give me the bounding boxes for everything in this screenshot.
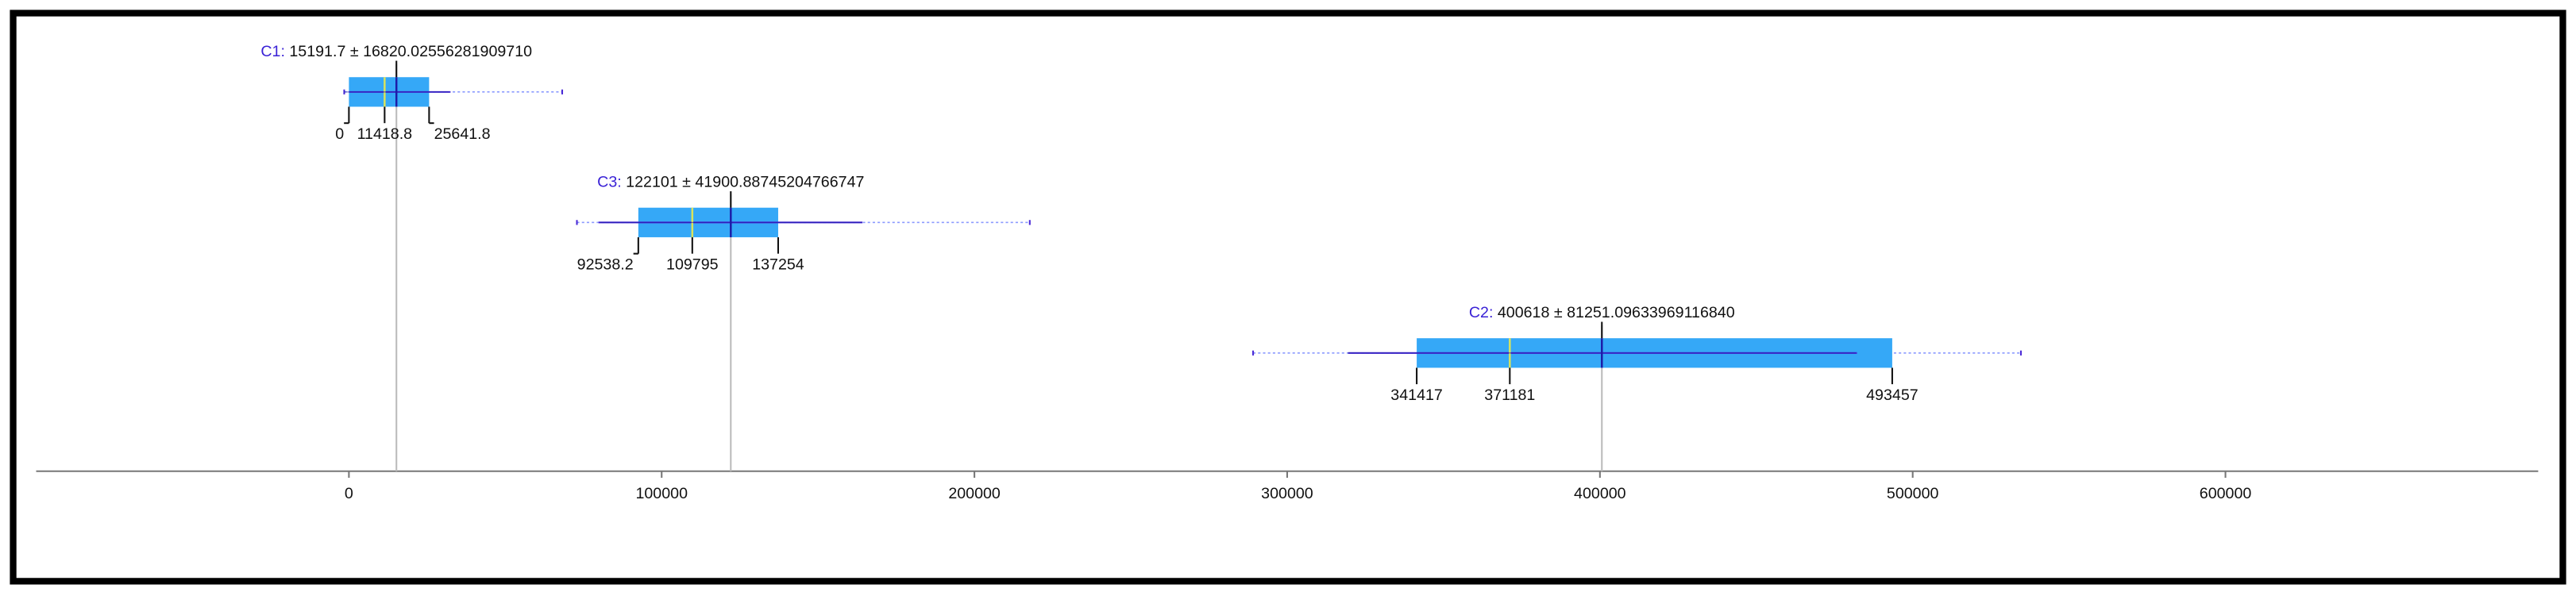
quartile-label: 0 — [335, 125, 344, 143]
std-label: 81251.09633969116840 — [1567, 304, 1735, 321]
quartile-label: 25641.8 — [434, 125, 491, 143]
colon: : — [617, 174, 626, 191]
mean-label: 122101 — [626, 174, 678, 191]
series-name: C3 — [597, 174, 617, 191]
quartile-label: 109795 — [666, 256, 719, 273]
pm: ± — [345, 43, 363, 60]
pm: ± — [1549, 304, 1567, 321]
frame — [10, 10, 2566, 585]
quartile-label: 371181 — [1484, 386, 1535, 404]
box-label: C3: 122101 ± 41900.88745204766747 — [597, 174, 864, 191]
x-tick-label: 100000 — [635, 485, 688, 502]
series-name: C1 — [260, 43, 280, 60]
box-label: C2: 400618 ± 81251.09633969116840 — [1469, 304, 1735, 321]
x-tick-label: 0 — [345, 485, 353, 502]
x-tick-label: 600000 — [2200, 485, 2252, 502]
mean-label: 400618 — [1498, 304, 1550, 321]
mean-label: 15191.7 — [289, 43, 345, 60]
x-tick-label: 500000 — [1887, 485, 1939, 502]
quartile-label: 137254 — [752, 256, 804, 273]
colon: : — [1489, 304, 1498, 321]
quartile-label: 493457 — [1866, 386, 1919, 404]
quartile-label: 92538.2 — [577, 256, 634, 273]
x-tick-label: 400000 — [1574, 485, 1626, 502]
quartile-label: 341417 — [1390, 386, 1443, 404]
colon: : — [280, 43, 289, 60]
x-tick-label: 300000 — [1261, 485, 1313, 502]
box-label: C1: 15191.7 ± 16820.02556281909710 — [260, 43, 532, 60]
std-label: 16820.02556281909710 — [363, 43, 532, 60]
quartile-label: 11418.8 — [357, 125, 413, 143]
std-label: 41900.88745204766747 — [695, 174, 864, 191]
pm: ± — [678, 174, 696, 191]
x-tick-label: 200000 — [948, 485, 1001, 502]
series-name: C2 — [1469, 304, 1489, 321]
